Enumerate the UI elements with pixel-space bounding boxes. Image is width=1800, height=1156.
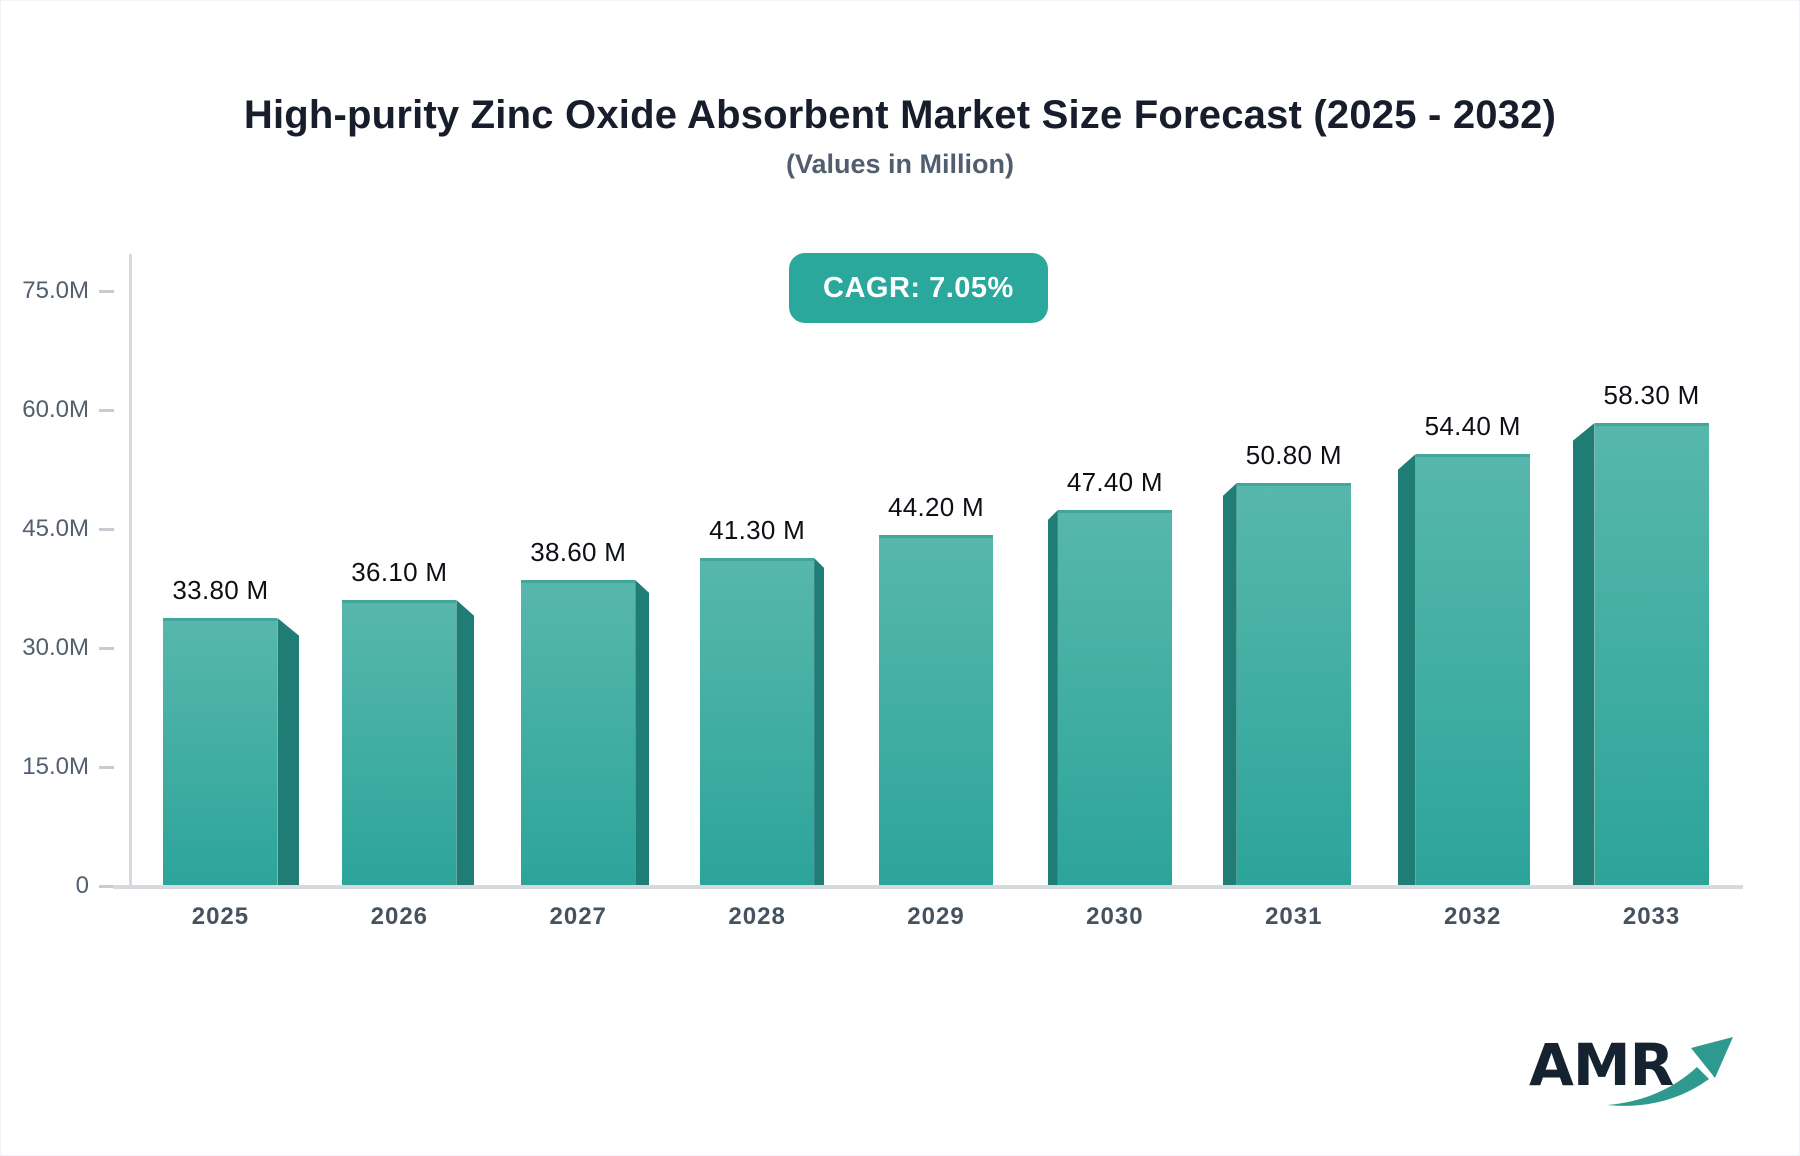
bar-side-shadow [1572,423,1595,886]
y-tick-label: 60.0M [22,396,89,423]
plot-area: 33.80 M 36.10 M 38.60 M 41.30 M 44.20 M 47.40… [131,254,1741,886]
y-tick-label: 75.0M [22,277,89,304]
bar-value-label: 33.80 M [172,575,269,605]
bar-side-shadow [1397,454,1416,886]
y-tick-mark [99,290,114,293]
bar-value-label: 38.60 M [530,537,627,567]
chart-title: High-purity Zinc Oxide Absorbent Market … [243,93,1557,137]
x-tick-label-2030: 2030 [1086,903,1144,930]
growth-arrow-icon [1607,1037,1733,1106]
x-tick-label-2026: 2026 [370,903,429,930]
chart-subtitle: (Values in Million) [785,149,1015,179]
bar-side-shadow [1047,510,1058,886]
brand-logo-text: AMR [1529,1031,1674,1099]
bar-side-shadow [1222,483,1237,886]
bar-side-shadow [635,580,650,886]
bar-value-label: 44.20 M [887,492,985,522]
x-axis-line [113,885,1743,889]
bar-side-shadow [456,600,475,886]
bar-2025[interactable] [163,618,278,886]
bar-2030[interactable] [1057,510,1172,886]
y-tick-mark [99,885,114,888]
bar-value-label: 58.30 M [1603,380,1700,410]
y-axis-line [129,254,132,888]
y-tick-mark [99,766,114,769]
x-tick-label-2032: 2032 [1443,903,1502,930]
y-tick-mark [99,647,114,650]
x-tick-label-2027: 2027 [549,903,607,930]
bar-side-shadow [277,618,300,886]
y-tick-label: 30.0M [22,634,89,661]
bar-2027[interactable] [521,580,636,886]
bar-2032[interactable] [1415,454,1530,886]
x-tick-label-2028: 2028 [728,903,786,930]
x-tick-label-2031: 2031 [1265,903,1323,930]
bar-2031[interactable] [1236,483,1351,886]
y-tick-label: 15.0M [22,753,89,780]
bar-value-label: 54.40 M [1424,411,1521,441]
bar-2029[interactable] [879,535,993,886]
y-tick-label: 45.0M [22,515,89,542]
bar-2028[interactable] [700,558,815,886]
bar-side-shadow [814,558,825,886]
cagr-badge: CAGR: 7.05% [789,253,1048,323]
x-tick-label-2029: 2029 [907,903,965,930]
x-tick-label-2033: 2033 [1622,903,1681,930]
bar-2033[interactable] [1594,423,1709,886]
bar-value-label: 41.30 M [709,515,806,545]
y-tick-mark [99,528,114,531]
y-tick-label: 0 [75,872,89,899]
bar-value-label: 50.80 M [1245,440,1342,470]
bar-value-label: 47.40 M [1066,467,1163,497]
bar-value-label: 36.10 M [351,557,448,587]
y-tick-mark [99,409,114,412]
bar-2026[interactable] [342,600,457,886]
x-tick-label-2025: 2025 [191,903,250,930]
